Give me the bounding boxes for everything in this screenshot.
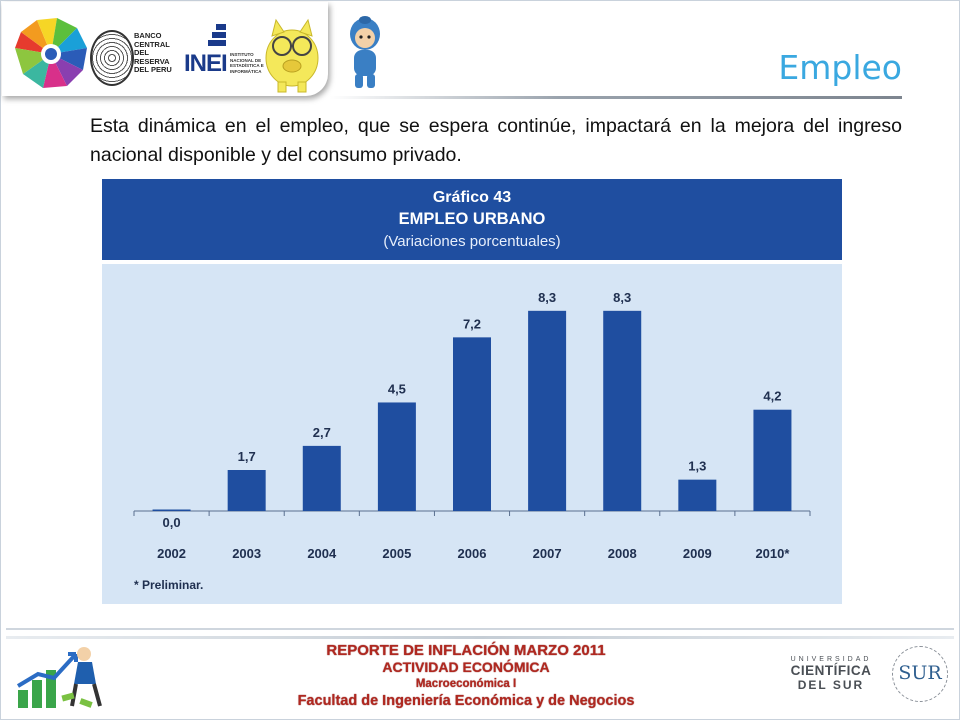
chart-number: Gráfico 43 [432, 189, 512, 206]
bar-2006 [453, 337, 491, 511]
bar-2010* [753, 409, 792, 511]
category-label: 2008 [608, 546, 637, 561]
growth-chart-illustration-icon [16, 647, 102, 708]
footer-section: ACTIVIDAD ECONÓMICA [382, 659, 550, 675]
value-label: 7,2 [463, 316, 481, 331]
bcrp-logo-text: BANCO CENTRAL DEL RESERVA DEL PERU [134, 31, 172, 74]
intro-paragraph: Esta dinámica en el empleo, que se esper… [90, 115, 902, 166]
inei-logo: INEI INSTITUTO NACIONAL DE ESTADÍSTICA E… [184, 20, 264, 84]
category-label: 2002 [157, 546, 186, 561]
category-label: 2010* [755, 546, 790, 561]
footer-report-title: REPORTE DE INFLACIÓN MARZO 2011 [326, 642, 606, 659]
title-underline [330, 96, 902, 99]
bcrp-seal-icon [90, 30, 134, 86]
colorful-emblem-logo [15, 18, 87, 88]
chart-panel: Gráfico 43 EMPLEO URBANO (Variaciones po… [102, 179, 842, 604]
category-label: 2004 [307, 546, 337, 561]
ucsur-line-1: UNIVERSIDAD [790, 656, 872, 663]
chart-subtitle: (Variaciones porcentuales) [383, 233, 561, 250]
category-label: 2006 [458, 546, 487, 561]
footer-faculty: Facultad de Ingeniería Económica y de Ne… [297, 693, 635, 709]
piggy-bank-icon [265, 18, 319, 93]
value-label: 1,3 [688, 459, 706, 474]
bar-2002 [152, 509, 191, 511]
category-label: 2003 [232, 546, 261, 561]
ucsur-wordmark: UNIVERSIDAD CIENTÍFICA DEL SUR [782, 652, 880, 692]
bar-2008 [603, 310, 642, 511]
inei-logo-word: INEI [184, 50, 228, 77]
bar-2009 [678, 479, 717, 511]
slide-title: Empleo [778, 48, 902, 87]
category-label: 2005 [382, 546, 411, 561]
inei-logo-text: INSTITUTO NACIONAL DE ESTADÍSTICA E INFO… [230, 52, 264, 74]
value-label: 0,0 [163, 515, 181, 530]
footer-text-block: REPORTE DE INFLACIÓN MARZO 2011 ACTIVIDA… [206, 642, 726, 710]
bar-2007 [528, 310, 567, 511]
category-label: 2009 [683, 546, 712, 561]
ucsur-logo: UNIVERSIDAD CIENTÍFICA DEL SUR SUR [782, 646, 952, 708]
bcrp-logo: BANCO CENTRAL DEL RESERVA DEL PERU [90, 24, 182, 86]
ucsur-line-2: CIENTÍFICA [790, 663, 872, 678]
chart-header: Gráfico 43 EMPLEO URBANO (Variaciones po… [102, 179, 842, 264]
chart-note: * Preliminar. [134, 578, 204, 592]
ucsur-seal-icon: SUR [892, 646, 948, 702]
value-label: 1,7 [238, 449, 256, 464]
value-label: 4,5 [388, 381, 406, 396]
value-label: 2,7 [313, 425, 331, 440]
value-label: 4,2 [763, 389, 781, 404]
bar-2005 [377, 402, 416, 511]
value-label: 8,3 [613, 290, 631, 305]
footer: REPORTE DE INFLACIÓN MARZO 2011 ACTIVIDA… [6, 628, 954, 716]
pocoyo-character-icon [350, 16, 380, 88]
bar-2003 [227, 470, 266, 511]
inei-stairs-icon [208, 24, 226, 46]
footer-course: Macroeconómica I [415, 678, 517, 690]
bar-chart: 0,0 2002 1,7 2003 2,7 2004 4,5 2005 7,2 2006 8,3 20… [133, 290, 811, 561]
logo-strip: BANCO CENTRAL DEL RESERVA DEL PERU INEI … [2, 2, 328, 96]
value-label: 8,3 [538, 290, 556, 305]
bar-2004 [302, 445, 341, 511]
ucsur-line-3: DEL SUR [797, 678, 865, 692]
footer-divider [6, 636, 954, 639]
category-label: 2007 [533, 546, 562, 561]
chart-title: EMPLEO URBANO [398, 210, 546, 228]
ucsur-seal-text: SUR [898, 662, 942, 684]
